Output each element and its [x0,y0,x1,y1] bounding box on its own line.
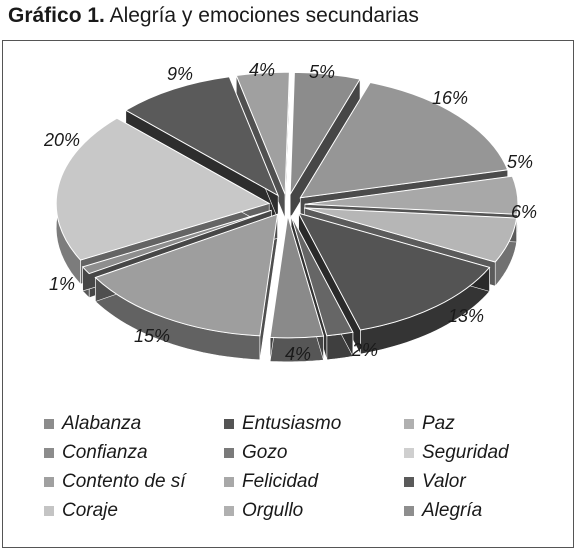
value-label: 9% [167,64,193,84]
pie-slice-felicidad [94,213,279,337]
legend-item: Valor [404,470,564,494]
legend-label: Gozo [242,442,288,463]
legend-label: Paz [422,413,455,434]
value-label: 6% [511,202,537,222]
legend-label: Contento de sí [62,471,186,492]
value-label: 15% [134,326,170,346]
value-label: 13% [448,306,484,326]
value-label: 2% [351,340,378,360]
chart-title-number: Gráfico 1. [8,4,105,27]
legend-item: Paz [404,412,564,436]
legend-item: Contento de sí [44,470,224,494]
value-label: 5% [507,152,533,172]
legend-swatch [44,506,54,516]
legend-swatch [44,419,54,429]
chart-title: Gráfico 1. Alegría y emociones secundari… [8,4,419,28]
legend-item: Coraje [44,499,224,523]
pie-slice-paz [304,175,519,215]
pie-slice-seguridad [290,215,354,337]
value-label: 20% [43,130,80,150]
legend-label: Alegría [422,500,483,521]
chart-legend: Alabanza Entusiasmo Paz Confianza Gozo Seguri… [44,412,564,523]
legend-swatch [224,506,234,516]
legend-swatch [44,477,54,487]
pie-slice-coraje [55,117,271,261]
legend-item: Entusiasmo [224,412,404,436]
value-label: 1% [49,274,75,294]
legend-label: Coraje [62,500,118,521]
legend-swatch [404,506,414,516]
legend-item: Alegría [404,499,564,523]
legend-label: Orgullo [242,500,304,521]
legend-swatch [44,448,54,458]
value-label: 4% [249,60,275,80]
legend-swatch [224,477,234,487]
pie-slice-confianza [304,207,518,263]
pie-slice-contento-de-s- [269,215,325,339]
legend-label: Valor [422,471,466,492]
pie-slice-orgullo [124,76,280,197]
value-label: 5% [309,62,335,82]
chart-frame [2,40,574,548]
value-label: 4% [285,344,311,364]
pie-slice-gozo [297,212,491,331]
legend-item: Confianza [44,441,224,465]
legend-swatch [224,448,234,458]
pie-slice-alabanza [289,71,361,197]
legend-item: Seguridad [404,441,564,465]
legend-swatch [404,477,414,487]
pie-slice-valor [81,209,272,275]
pie-slice-entusiasmo [299,81,509,199]
pie-slice-alegr-a [235,71,290,195]
legend-item: Felicidad [224,470,404,494]
legend-item: Gozo [224,441,404,465]
legend-swatch [404,448,414,458]
chart-title-text: Alegría y emociones secundarias [109,4,419,27]
legend-label: Alabanza [62,413,142,434]
legend-label: Seguridad [422,442,509,463]
legend-item: Orgullo [224,499,404,523]
legend-swatch [404,419,414,429]
legend-item: Alabanza [44,412,224,436]
legend-label: Entusiasmo [242,413,342,434]
legend-label: Felicidad [242,471,319,492]
value-label: 16% [432,88,468,108]
legend-label: Confianza [62,442,148,463]
legend-swatch [224,419,234,429]
